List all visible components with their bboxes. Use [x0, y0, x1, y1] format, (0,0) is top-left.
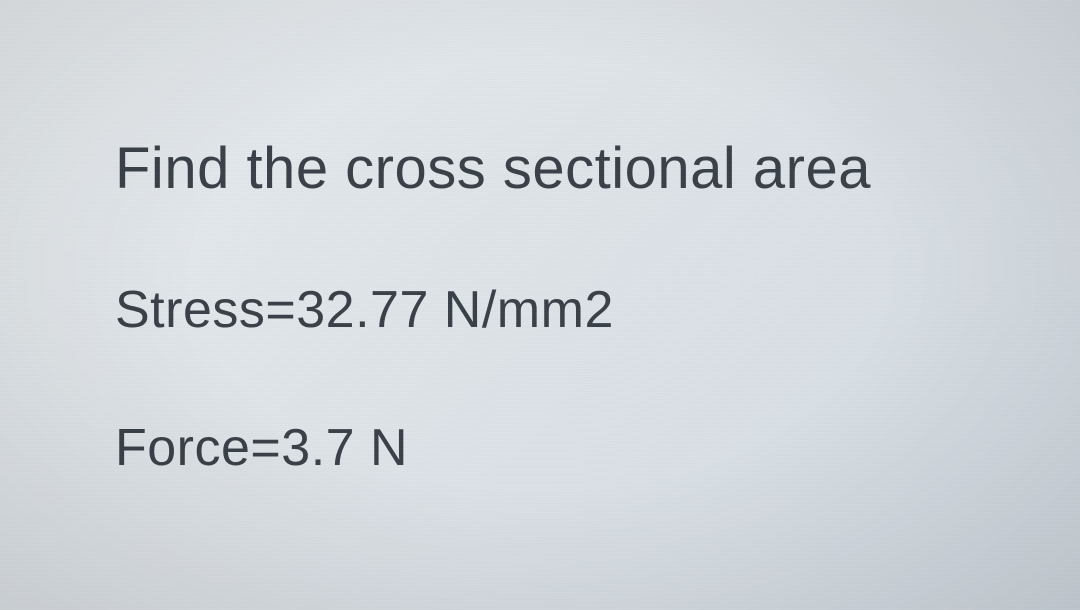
problem-title: Find the cross sectional area — [115, 135, 1020, 202]
stress-line: Stress=32.77 N/mm2 — [115, 280, 1020, 340]
force-line: Force=3.7 N — [115, 418, 1020, 478]
problem-block: Find the cross sectional area Stress=32.… — [115, 135, 1020, 478]
